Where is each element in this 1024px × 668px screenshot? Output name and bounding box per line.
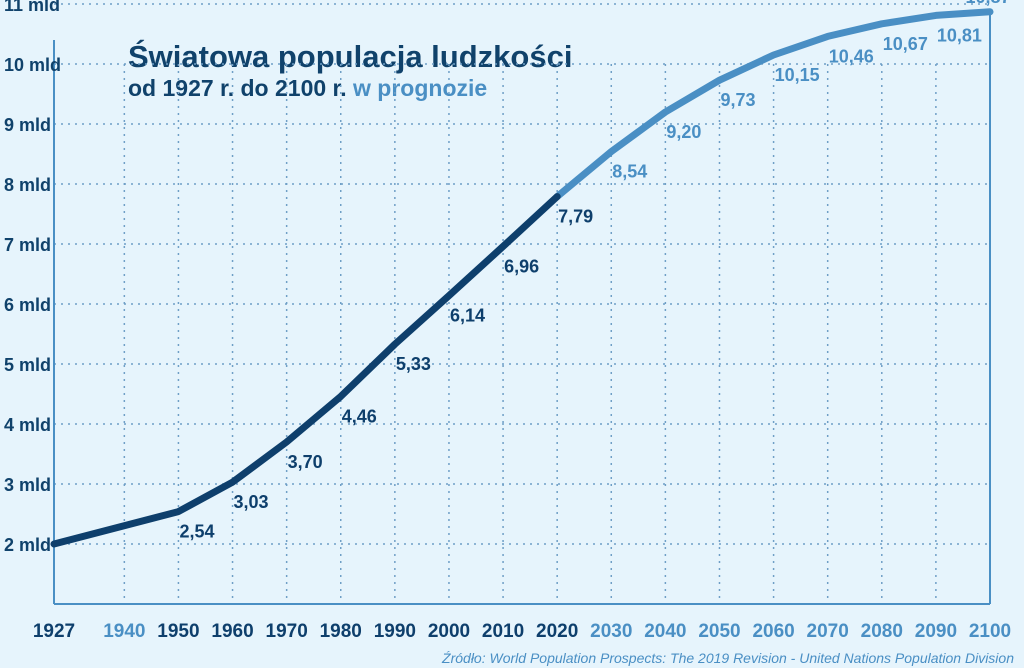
x-tick-label: 2050 xyxy=(698,621,740,642)
x-tick-label: 2040 xyxy=(644,621,686,642)
y-tick-label: 2 mld xyxy=(4,535,51,555)
y-tick-label: 5 mld xyxy=(4,355,51,375)
x-axis-ticks: 1927 1940 1950 1960 1970 1980 1990 2000 2010 2020… xyxy=(33,621,1011,642)
x-tick-label: 2090 xyxy=(915,621,957,642)
forecast-line xyxy=(553,8,994,201)
x-tick-label: 2080 xyxy=(861,621,903,642)
data-label: 8,54 xyxy=(612,162,647,182)
y-tick-label: 9 mld xyxy=(4,115,51,135)
chart-title: Światowa populacja ludzkości xyxy=(128,39,573,74)
y-tick-label: 3 mld xyxy=(4,475,51,495)
x-tick-label: 2030 xyxy=(590,621,632,642)
y-tick-label: 6 mld xyxy=(4,295,51,315)
data-label: 10,87 xyxy=(965,0,1010,7)
data-label: 10,46 xyxy=(829,46,874,66)
x-tick-label: 1960 xyxy=(211,621,253,642)
data-label: 9,20 xyxy=(666,122,701,142)
x-tick-label: 1970 xyxy=(266,621,308,642)
x-tick-label: 2020 xyxy=(536,621,578,642)
y-tick-label: 11 mld xyxy=(4,0,60,15)
x-tick-label: 2000 xyxy=(428,621,470,642)
data-label: 10,67 xyxy=(883,34,928,54)
data-label: 3,03 xyxy=(234,492,269,512)
title-block: Światowa populacja ludzkości od 1927 r. … xyxy=(128,40,572,102)
data-label: 9,73 xyxy=(720,90,755,110)
data-label: 6,14 xyxy=(450,306,485,326)
data-label: 7,79 xyxy=(558,207,593,227)
x-tick-label: 2070 xyxy=(807,621,849,642)
y-tick-label: 8 mld xyxy=(4,175,51,195)
x-tick-label: 1950 xyxy=(157,621,199,642)
data-label: 5,33 xyxy=(396,354,431,374)
chart-subtitle: od 1927 r. do 2100 r. w prognozie xyxy=(128,74,572,102)
y-tick-label: 10 mld xyxy=(4,55,61,75)
data-label: 4,46 xyxy=(342,406,377,426)
axes xyxy=(53,11,991,605)
x-tick-label: 2010 xyxy=(482,621,524,642)
subtitle-forecast: w prognozie xyxy=(353,75,488,101)
y-axis-ticks: 2 mld 3 mld 4 mld 5 mld 6 mld 7 mld 8 mld 9 mld… xyxy=(4,0,61,555)
data-label: 6,96 xyxy=(504,256,539,276)
x-tick-label: 1940 xyxy=(103,621,145,642)
historical-line xyxy=(50,193,561,548)
data-label: 10,15 xyxy=(775,65,820,85)
x-tick-label: 1980 xyxy=(320,621,362,642)
subtitle-main: od 1927 r. do 2100 r. xyxy=(128,75,347,101)
grid-lines xyxy=(54,3,990,604)
data-label: 10,81 xyxy=(937,25,982,45)
x-tick-label: 2060 xyxy=(752,621,794,642)
x-tick-label: 1927 xyxy=(33,621,75,642)
data-labels: 2,54 3,03 3,70 4,46 5,33 6,14 6,96 7,79 8,54 9,20… xyxy=(179,0,1010,542)
y-tick-label: 7 mld xyxy=(4,235,51,255)
data-label: 2,54 xyxy=(179,522,214,542)
y-tick-label: 4 mld xyxy=(4,415,51,435)
source-note: Źródło: World Population Prospects: The … xyxy=(442,650,1014,666)
population-series xyxy=(50,8,994,548)
x-tick-label: 2100 xyxy=(969,621,1011,642)
x-tick-label: 1990 xyxy=(374,621,416,642)
data-label: 3,70 xyxy=(288,452,323,472)
